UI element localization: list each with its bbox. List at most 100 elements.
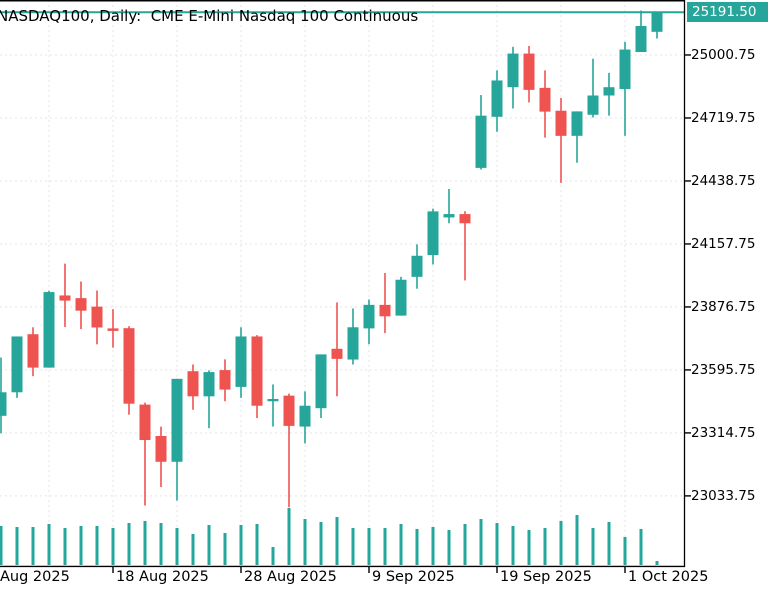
candle-body-up [171,378,183,462]
candle-body-up [443,214,455,218]
price-axis-label: 24719.75 [691,109,756,126]
price-axis-label: 25000.75 [691,46,756,63]
candle-body-up [427,211,439,256]
candle-body-down [187,371,199,397]
candle-body-up [587,95,599,115]
volume-bar [399,524,403,565]
candle-body-up [475,115,487,168]
candle-body-up [603,87,615,96]
candle-body-up [267,399,279,402]
price-axis-label: 23876.75 [691,298,756,315]
volume-bar [31,527,35,565]
volume-bar [655,561,659,565]
volume-bar [463,524,467,565]
current-price-badge: 25191.50 [687,2,768,22]
volume-bar [271,547,275,565]
volume-bar [159,523,163,565]
candle-body-up [0,392,7,416]
candle-body-up [619,49,631,89]
candle-body-down [59,295,71,301]
time-axis-label: 18 Aug 2025 [116,569,209,585]
candle-body-down [459,214,471,224]
volume-bar [511,526,515,565]
candle-body-up [571,111,583,136]
candle-body-up [411,255,423,277]
volume-bar [447,530,451,565]
volume-bar [175,528,179,565]
volume-bar [527,530,531,565]
candle-body-down [331,348,343,359]
candle-body-down [251,336,263,406]
candle-body-down [155,435,167,462]
candle-body-down [555,110,567,136]
volume-bar [287,508,291,565]
volume-bar [367,528,371,565]
volume-bar [111,528,115,565]
volume-bar [255,524,259,565]
price-axis-label: 23314.75 [691,424,756,441]
volume-bar [79,526,83,565]
volume-bar [543,528,547,565]
chart-title: NASDAQ100, Daily: CME E-Mini Nasdaq 100 … [0,7,419,25]
volume-bar [63,528,67,565]
candle-body-up [507,53,519,88]
price-axis-label: 24438.75 [691,172,756,189]
price-axis-label: 23033.75 [691,487,756,504]
time-axis-label: 1 Oct 2025 [628,569,709,585]
time-axis-label: 19 Sep 2025 [500,569,592,585]
time-axis-label: 28 Aug 2025 [244,569,337,585]
volume-bar [319,522,323,565]
candle-body-down [283,395,295,426]
candle-body-up [491,80,503,117]
candle-body-up [235,336,247,387]
volume-bar [495,523,499,565]
candle-body-up [347,327,359,360]
volume-bar [383,528,387,565]
candle-body-down [123,328,135,404]
price-axis-label: 23595.75 [691,361,756,378]
candle-body-up [299,405,311,427]
volume-bar [303,519,307,565]
price-axis-label: 24157.75 [691,235,756,252]
volume-bar [575,515,579,565]
volume-bar [335,517,339,565]
volume-bar [559,521,563,565]
volume-bar [607,522,611,565]
candle-body-down [379,304,391,317]
candle-body-down [91,306,103,328]
candle-body-down [27,334,39,368]
candle-body-down [139,404,151,441]
volume-bar [15,527,19,565]
volume-bar [207,525,211,565]
time-axis-label: Aug 2025 [0,569,70,585]
candle-body-up [203,372,215,397]
candle-body-down [523,53,535,90]
candle-body-up [11,336,23,393]
candle-body-up [395,279,407,316]
volume-bar [623,537,627,565]
volume-bar [143,521,147,565]
candle-body-down [107,328,119,331]
candle-body-up [651,12,663,32]
volume-bar [415,529,419,565]
volume-bar [47,524,51,565]
volume-bar [0,526,3,565]
time-axis-label: 9 Sep 2025 [372,569,455,585]
volume-bar [431,527,435,565]
candle-body-down [539,87,551,112]
volume-bar [95,526,99,565]
volume-bar [591,528,595,565]
candle-body-up [43,292,55,368]
candle-body-up [635,26,647,53]
volume-bar [479,519,483,565]
candle-body-up [363,304,375,329]
candle-body-down [75,298,87,311]
volume-bar [351,528,355,565]
volume-bar [223,533,227,565]
volume-bar [639,529,643,565]
volume-bar [191,534,195,565]
volume-bar [127,523,131,565]
volume-bar [239,525,243,565]
